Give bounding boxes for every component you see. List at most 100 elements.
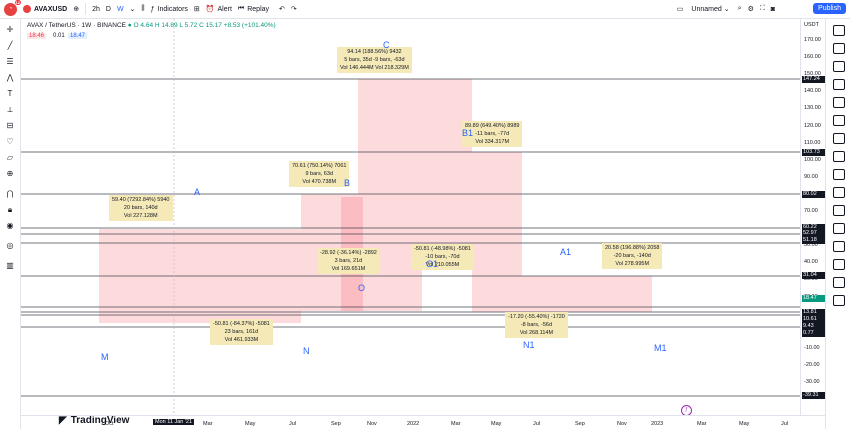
price-tag: 10.61 <box>802 316 826 323</box>
help-icon[interactable] <box>833 241 845 252</box>
chart-pane[interactable]: AVAX / TetherUS · 1W · BINANCE ● O 4.64 … <box>21 19 800 426</box>
eye-icon[interactable]: ◎ <box>6 241 14 250</box>
time-axis[interactable]: Oct Mon 11 Jan '21 Mar May Jul Sep Nov 2022 Mar M… <box>21 415 826 430</box>
top-toolbar: ◔ 12 AVAXUSD ⊕ 2h D W ⌄ ⫼ ƒ Indicators ⊞ ⏰… <box>0 0 850 19</box>
price-tick: 170.00 <box>804 37 821 43</box>
data-window-icon[interactable] <box>833 61 845 72</box>
layout-name[interactable]: Unnamed ⌄ <box>691 5 729 14</box>
measure-info: 59.40 (7292.84%) 5940 20 bars, 140d Vol 22… <box>109 195 173 221</box>
redo-button[interactable]: ↷ <box>291 5 297 13</box>
interval-2h[interactable]: 2h <box>92 6 100 13</box>
price-tag: 18.47 <box>802 295 826 302</box>
ruler-icon[interactable]: ▱ <box>6 153 14 162</box>
price-tick: -20.00 <box>804 361 820 368</box>
ideas-icon[interactable] <box>833 115 845 126</box>
interval-dropdown[interactable]: ⌄ <box>130 5 136 13</box>
pine-icon[interactable] <box>833 205 845 216</box>
news-icon[interactable] <box>833 133 845 144</box>
currency-label[interactable]: USDT <box>804 22 819 28</box>
hotlist-icon[interactable] <box>833 79 845 90</box>
compare-button[interactable]: ⊕ <box>73 5 79 13</box>
alerts-icon[interactable] <box>833 43 845 54</box>
layout-name-label: Unnamed <box>691 5 722 13</box>
trash-icon[interactable]: ▥ <box>6 261 14 270</box>
search-button[interactable]: ⌕ <box>738 5 742 13</box>
wave-label: C <box>383 40 390 50</box>
crosshair-icon[interactable]: ✛ <box>6 25 14 34</box>
indicators-button[interactable]: ƒ Indicators <box>151 6 188 13</box>
price-tick: -10.00 <box>804 344 820 351</box>
time-tick: 2022 <box>407 421 420 427</box>
object-tree-icon[interactable] <box>833 277 845 288</box>
info-line: -20 bars, -140d <box>613 253 651 259</box>
info-line: Vol 146.444M Vol 218.329M <box>340 65 409 71</box>
text-icon[interactable]: T <box>7 89 13 98</box>
chart-type-button[interactable]: ⫼ <box>141 5 144 13</box>
snapshot-button[interactable]: ◙ <box>771 6 775 13</box>
info-line: Vol 334.317M <box>475 139 510 145</box>
templates-button[interactable]: ⊞ <box>194 5 200 13</box>
time-tick: Sep <box>331 421 341 427</box>
hide-icon[interactable]: ◉ <box>6 221 14 230</box>
price-tag: 51.18 <box>802 237 826 244</box>
chart-svg <box>21 19 800 415</box>
price-tag: 13.81 <box>802 309 826 316</box>
trading-panel-icon[interactable] <box>833 259 845 270</box>
price-tick: 140.00 <box>804 88 821 95</box>
info-line: -8 bars, -56d <box>520 322 553 328</box>
streams-icon[interactable] <box>833 169 845 180</box>
price-tag: 103.73 <box>802 149 826 156</box>
interval-w[interactable]: W <box>117 6 124 13</box>
replay-button[interactable]: ⏮ Replay <box>238 5 269 13</box>
time-tick: Nov <box>367 421 377 427</box>
price-tag: 9.43 <box>802 323 826 330</box>
sell-button[interactable]: 18.46 <box>27 33 47 39</box>
settings-button[interactable]: ⚙ <box>748 5 754 13</box>
buy-button[interactable]: 18.47 <box>68 33 88 39</box>
watchlist-icon[interactable] <box>833 25 845 36</box>
measure-info: 94.14 (188.56%) 9432 5 bars, 35d -9 bars,… <box>337 47 412 73</box>
layout-grid-button[interactable]: ▭ <box>677 5 684 13</box>
wave-label: O1 <box>426 259 439 269</box>
wave-label: B <box>344 178 351 188</box>
calendar-icon[interactable] <box>833 97 845 108</box>
heart-icon[interactable]: ♡ <box>6 137 14 146</box>
wave-label: M1 <box>654 343 667 353</box>
interval-d[interactable]: D <box>106 6 111 13</box>
replay-icon: ⏮ <box>237 5 245 12</box>
layers-icon[interactable] <box>833 295 845 306</box>
brush-icon[interactable]: ⊟ <box>6 121 14 130</box>
price-tag: 147.24 <box>802 76 826 83</box>
layout-icon: ▭ <box>676 6 684 13</box>
avatar[interactable]: ◔ 12 <box>4 0 21 16</box>
info-line: 59.40 (7292.84%) 5940 <box>112 197 170 203</box>
publish-button[interactable]: Publish <box>813 3 846 14</box>
price-tick: 40.00 <box>804 259 818 266</box>
trendline-icon[interactable]: ╱ <box>7 41 13 50</box>
time-tick: Mar <box>697 421 707 427</box>
info-line: 89.89 (649.40%) 8989 <box>465 123 520 129</box>
fib-icon[interactable]: ☰ <box>6 57 14 66</box>
pattern-icon[interactable]: ⋀ <box>6 73 14 82</box>
time-tick: Sep <box>575 421 585 427</box>
undo-button[interactable]: ↶ <box>279 5 285 13</box>
interval-label: D <box>105 5 111 13</box>
gear-icon: ⚙ <box>747 6 754 13</box>
price-tick: 70.00 <box>804 208 818 214</box>
projection-icon[interactable]: ⟂ <box>7 105 13 114</box>
chat-icon[interactable] <box>833 151 845 162</box>
alert-button[interactable]: ⏰ Alert <box>206 5 232 14</box>
zoom-icon[interactable]: ⊕ <box>6 169 14 178</box>
price-tick: 130.00 <box>804 105 821 112</box>
time-tick: Oct <box>105 421 114 427</box>
eye-icon[interactable]: ● <box>127 22 132 29</box>
price-axis[interactable]: USDT 170.00 160.00 150.00 140.00 130.00 120.0… <box>800 19 827 415</box>
lock-icon[interactable]: 🔒︎ <box>7 205 13 214</box>
measure-info: -50.81 (-84.37%) -5081 23 bars, 161d Vol 4… <box>210 319 273 345</box>
symbol-search[interactable]: AVAXUSD <box>23 5 67 13</box>
magnet-icon[interactable]: ⋂ <box>6 189 14 198</box>
fullscreen-button[interactable]: ⛶ <box>760 5 765 13</box>
notifications-icon[interactable] <box>833 223 845 234</box>
screener-icon[interactable] <box>833 187 845 198</box>
wave-label: B1 <box>462 128 474 138</box>
